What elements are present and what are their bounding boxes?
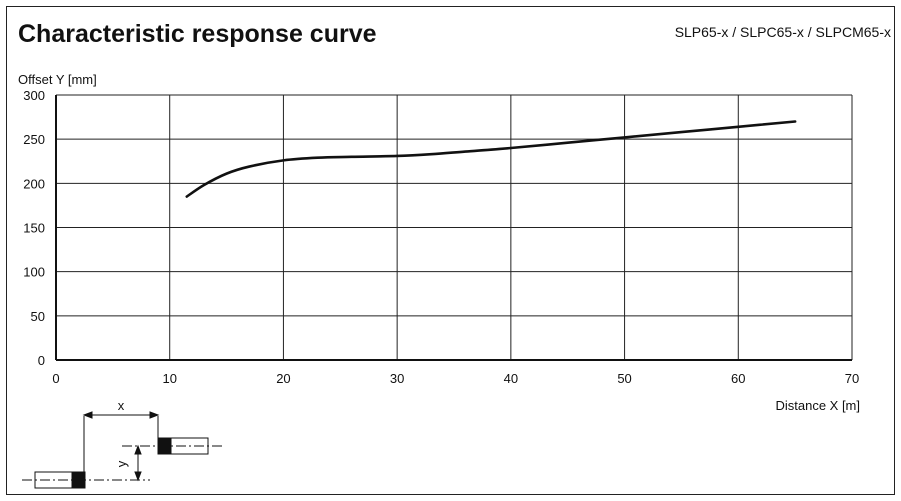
x-tick-label: 40	[504, 371, 518, 386]
grid	[55, 94, 853, 361]
tick-labels: 0 10 20 30 40 50 60 70 0 50 100 150 200 250 300	[23, 88, 859, 386]
y-arrow-bottom	[134, 471, 142, 482]
y-tick-label: 0	[38, 353, 45, 368]
diagram-y-label: y	[114, 460, 129, 467]
mounting-diagram	[22, 411, 222, 489]
diagram-x-label: x	[118, 398, 125, 413]
axes	[55, 95, 852, 361]
x-tick-label: 50	[617, 371, 631, 386]
y-tick-label: 300	[23, 88, 45, 103]
page-title: Characteristic response curve	[18, 20, 377, 48]
x-axis-label: Distance X [m]	[775, 398, 860, 413]
y-tick-label: 250	[23, 132, 45, 147]
y-tick-label: 50	[31, 309, 45, 324]
x-arrow-left	[82, 411, 93, 419]
y-tick-label: 100	[23, 265, 45, 280]
x-tick-label: 70	[845, 371, 859, 386]
x-tick-label: 60	[731, 371, 745, 386]
y-tick-label: 150	[23, 221, 45, 236]
series-group	[185, 120, 797, 198]
x-tick-label: 30	[390, 371, 404, 386]
x-tick-label: 20	[276, 371, 290, 386]
y-tick-label: 200	[23, 176, 45, 191]
model-list: SLP65-x / SLPC65-x / SLPCM65-x	[674, 24, 891, 40]
x-tick-label: 10	[162, 371, 176, 386]
x-tick-label: 0	[52, 371, 59, 386]
x-arrow-right	[149, 411, 160, 419]
y-arrow-top	[134, 444, 142, 455]
figure-frame	[6, 6, 895, 495]
response-curve	[185, 120, 797, 198]
y-axis-label: Offset Y [mm]	[18, 72, 97, 87]
